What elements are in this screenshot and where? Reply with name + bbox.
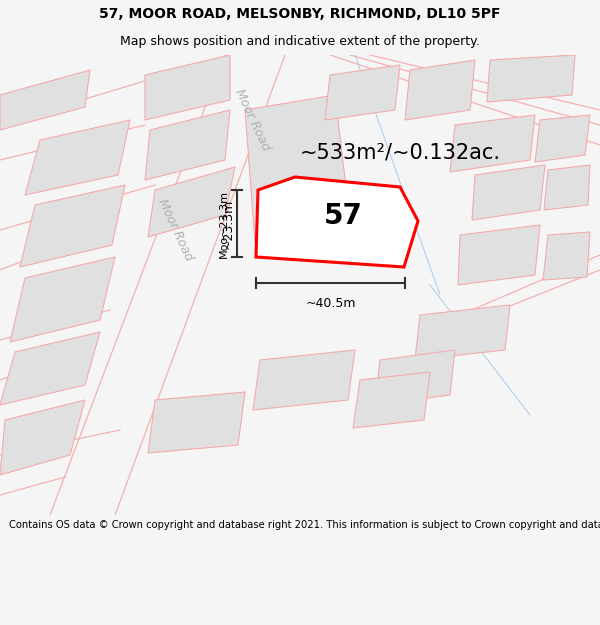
Polygon shape [325, 65, 400, 120]
Polygon shape [245, 95, 350, 242]
Polygon shape [145, 110, 230, 180]
Text: 57, MOOR ROAD, MELSONBY, RICHMOND, DL10 5PF: 57, MOOR ROAD, MELSONBY, RICHMOND, DL10 … [99, 7, 501, 21]
Polygon shape [25, 120, 130, 195]
Text: Moor Road: Moor Road [232, 87, 272, 153]
Text: Moo~23.3m: Moo~23.3m [219, 189, 229, 258]
Polygon shape [10, 257, 115, 342]
Text: Map shows position and indicative extent of the property.: Map shows position and indicative extent… [120, 35, 480, 48]
Polygon shape [253, 350, 355, 410]
Polygon shape [472, 165, 545, 220]
Text: ~40.5m: ~40.5m [305, 297, 356, 310]
Polygon shape [375, 350, 455, 405]
Polygon shape [535, 115, 590, 162]
Polygon shape [256, 177, 418, 267]
Polygon shape [450, 115, 535, 172]
Polygon shape [405, 60, 475, 120]
Polygon shape [487, 55, 575, 102]
Polygon shape [0, 400, 85, 475]
Text: ~533m²/~0.132ac.: ~533m²/~0.132ac. [300, 143, 501, 163]
Polygon shape [415, 305, 510, 360]
Polygon shape [0, 70, 90, 130]
Polygon shape [0, 332, 100, 405]
Polygon shape [148, 392, 245, 453]
Polygon shape [543, 232, 590, 280]
Text: Contains OS data © Crown copyright and database right 2021. This information is : Contains OS data © Crown copyright and d… [9, 521, 600, 531]
Polygon shape [458, 225, 540, 285]
Polygon shape [148, 167, 235, 237]
Polygon shape [544, 165, 590, 210]
Polygon shape [353, 372, 430, 428]
Text: ~23.3m: ~23.3m [222, 198, 235, 249]
Polygon shape [145, 55, 230, 120]
Text: Moor Road: Moor Road [155, 197, 195, 263]
Text: 57: 57 [324, 202, 363, 231]
Polygon shape [20, 185, 125, 267]
